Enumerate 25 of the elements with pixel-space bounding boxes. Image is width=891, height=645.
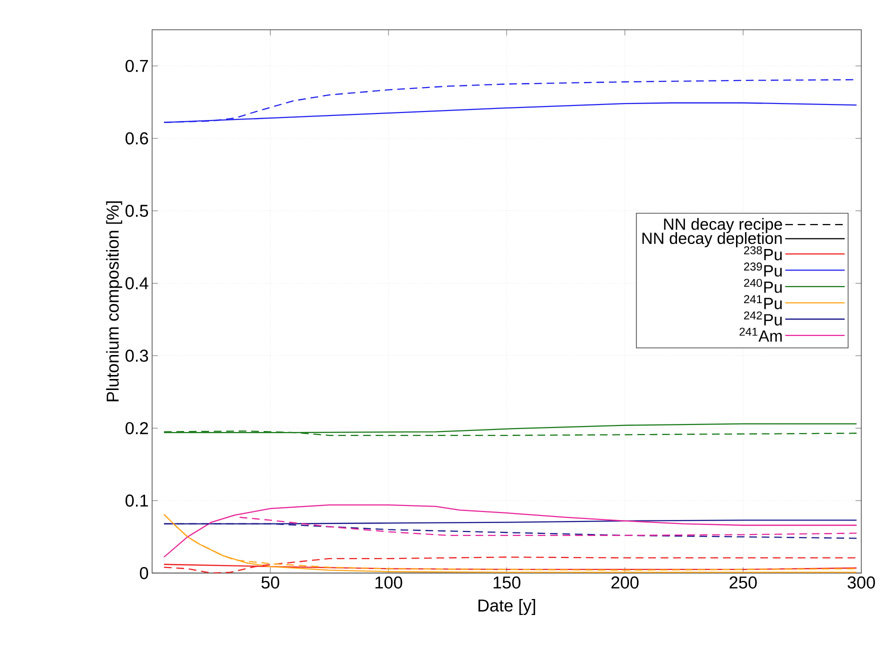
legend-label: $^{241}$Am (740, 328, 782, 342)
y-tick-label: 0.2 (126, 422, 148, 434)
x-axis-title: Date [y] (478, 599, 536, 616)
legend-label: NN decay depletion (642, 232, 782, 248)
legend-label: $^{241}$Pu (744, 295, 782, 310)
x-tick-label: 300 (848, 576, 875, 589)
x-tick-label: 250 (730, 576, 757, 589)
legend-label: NN decay recipe (664, 218, 782, 234)
x-tick-label: 100 (375, 576, 402, 589)
y-axis-title: Plutonium composition [%] (106, 201, 122, 402)
y-tick-label: 0 (140, 567, 148, 580)
x-tick-label: 200 (611, 576, 639, 589)
x-tick-label: 150 (494, 576, 520, 589)
y-tick-label: 0.5 (126, 204, 148, 217)
x-tick-label: 50 (261, 576, 280, 589)
y-tick-label: 0.3 (126, 350, 148, 362)
line-series (163, 504, 858, 558)
y-tick-label: 0.7 (126, 60, 148, 72)
y-tick-label: 0.1 (126, 494, 148, 507)
legend-label: $^{238}$Pu (744, 246, 782, 260)
legend-label: $^{240}$Pu (744, 278, 782, 293)
legend-label: $^{242}$Pu (744, 311, 782, 326)
y-tick-label: 0.4 (126, 277, 148, 290)
legend-label: $^{239}$Pu (744, 262, 782, 277)
y-tick-label: 0.6 (126, 132, 148, 144)
